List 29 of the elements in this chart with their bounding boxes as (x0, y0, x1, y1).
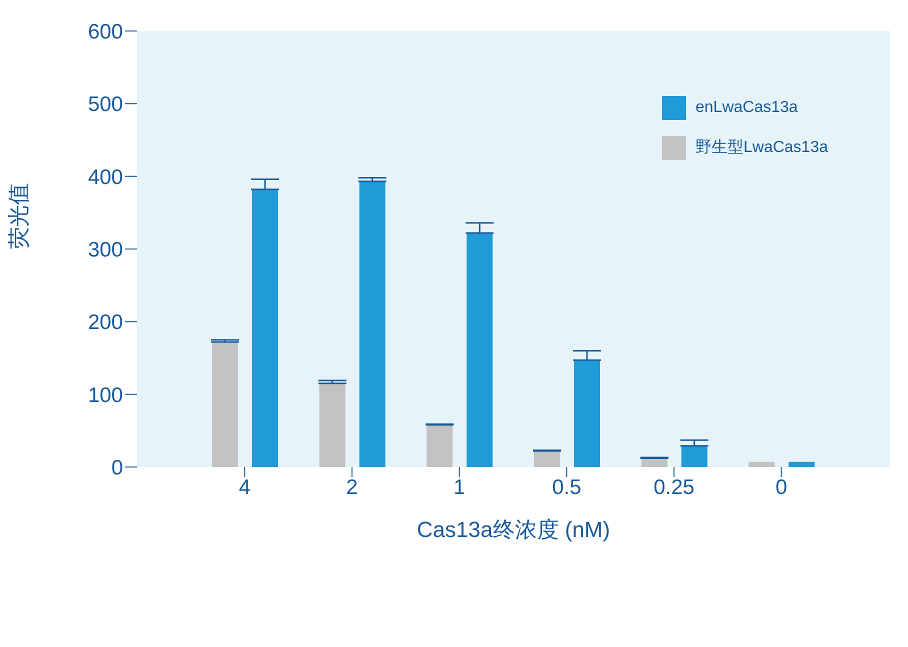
bar (788, 462, 815, 467)
bar (319, 383, 346, 467)
y-tick-label: 200 (88, 311, 123, 334)
bar (748, 462, 775, 467)
legend-label: enLwaCas13a (696, 99, 798, 116)
bar (359, 181, 386, 467)
x-tick-label: 1 (453, 476, 466, 499)
bar (574, 360, 600, 467)
y-tick-label: 500 (88, 93, 123, 116)
bar (534, 451, 560, 467)
x-tick-label: 0 (775, 476, 788, 499)
bar (681, 446, 708, 467)
x-axis-title: Cas13a终浓度 (nM) (416, 517, 610, 542)
x-tick-label: 4 (238, 476, 251, 499)
legend-label: 野生型LwaCas13a (696, 139, 828, 156)
bar (212, 342, 238, 467)
bar (641, 458, 668, 467)
bar (426, 424, 453, 467)
x-tick-label: 0.25 (654, 476, 694, 499)
bar (252, 189, 278, 467)
y-tick-label: 100 (88, 384, 123, 407)
x-tick-label: 2 (346, 476, 358, 499)
y-tick-label: 0 (111, 456, 123, 480)
y-tick-label: 400 (88, 166, 123, 189)
x-tick-label: 0.5 (552, 476, 582, 499)
bar (466, 233, 493, 467)
y-tick-label: 300 (88, 238, 123, 262)
y-axis-title: 荧光值 (6, 183, 31, 249)
y-tick-label: 600 (88, 20, 123, 44)
